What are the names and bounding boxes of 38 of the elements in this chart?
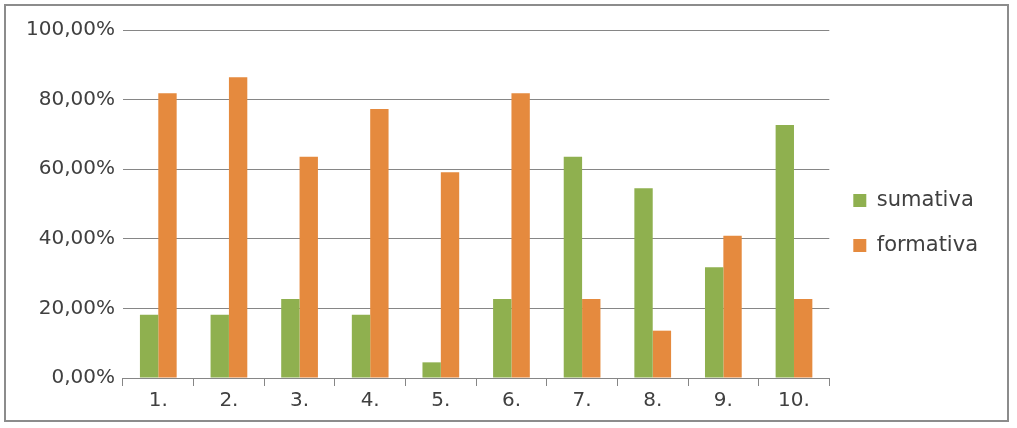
y-tick-label: 100,00% xyxy=(26,16,115,41)
y-tick-label: 80,00% xyxy=(38,85,115,110)
bar xyxy=(228,77,248,378)
bar xyxy=(793,299,813,378)
bar xyxy=(281,299,300,378)
legend-label: sumativa xyxy=(876,186,974,211)
bar xyxy=(422,362,441,378)
bar xyxy=(351,314,371,378)
bar xyxy=(775,125,794,378)
x-tick-label: 4. xyxy=(360,387,380,412)
bar xyxy=(440,172,460,378)
bar xyxy=(370,109,389,378)
bar xyxy=(634,188,653,378)
x-tick-label: 6. xyxy=(501,387,522,412)
y-tick-label: 20,00% xyxy=(38,294,115,319)
x-tick-label: 7. xyxy=(572,387,592,412)
bar xyxy=(704,267,724,378)
bar xyxy=(511,93,530,378)
y-tick-label: 0,00% xyxy=(51,364,115,389)
x-tick-label: 9. xyxy=(713,387,733,412)
y-tick-label: 40,00% xyxy=(38,225,115,249)
y-tick-label: 60,00% xyxy=(38,155,115,180)
x-tick-label: 2. xyxy=(219,387,239,412)
bar xyxy=(139,314,159,378)
x-tick-label: 3. xyxy=(290,387,310,412)
bar xyxy=(652,330,672,378)
bar xyxy=(158,93,177,378)
bar xyxy=(210,314,229,378)
legend-label: formativa xyxy=(876,231,979,256)
bar xyxy=(299,156,318,378)
x-tick-label: 8. xyxy=(643,387,663,412)
bar xyxy=(582,299,601,378)
bar xyxy=(723,235,742,378)
x-tick-label: 1. xyxy=(148,387,168,412)
x-tick-label: 10. xyxy=(778,387,810,412)
bar xyxy=(493,299,512,378)
bar xyxy=(563,156,583,378)
x-tick-label: 5. xyxy=(431,387,451,412)
